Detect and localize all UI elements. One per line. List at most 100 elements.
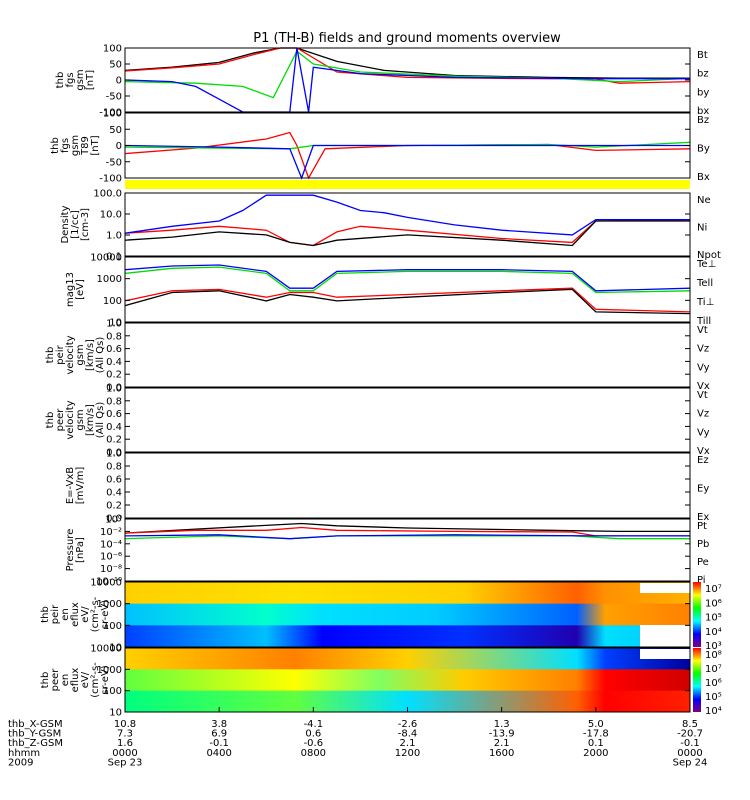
y-tick-label: 1000 bbox=[97, 665, 122, 676]
y-axis-label: Density [1/cc] [cm-3] bbox=[60, 205, 91, 243]
colorbar-label: 10⁴ bbox=[705, 627, 722, 638]
y-tick-label: 50 bbox=[109, 125, 122, 136]
y-label-line: velocity bbox=[65, 400, 76, 439]
spectrogram-band bbox=[125, 582, 690, 605]
y-tick-label: 50 bbox=[109, 60, 122, 71]
legend-Vy: Vy bbox=[697, 362, 710, 373]
y-label-line: thb bbox=[40, 672, 51, 689]
x-tick-label: 2.1 bbox=[494, 738, 510, 749]
legend-Te⊥: Te⊥ bbox=[696, 259, 716, 270]
x-tick-label: 1600 bbox=[489, 748, 514, 759]
y-tick-label: 10000 bbox=[90, 578, 122, 589]
y-tick-label: 100 bbox=[103, 109, 122, 120]
y-tick-label: 10000 bbox=[90, 253, 122, 264]
y-label-line: (All Qs) bbox=[95, 402, 106, 439]
y-tick-label: 0.6 bbox=[106, 344, 122, 355]
x-tick-label: -8.4 bbox=[398, 729, 418, 740]
legend-Pt: Pt bbox=[697, 521, 707, 532]
series-Te⊥ bbox=[124, 287, 691, 313]
x-row-label: hhmm bbox=[8, 748, 40, 759]
y-label-line: [km/s] bbox=[85, 339, 96, 371]
series-Ne bbox=[124, 218, 691, 247]
y-tick-label: 10⁻² bbox=[100, 527, 122, 538]
x-tick-label: 5.0 bbox=[588, 719, 604, 730]
series-Ni bbox=[124, 220, 690, 247]
y-label-line: eV/ bbox=[80, 671, 91, 688]
y-label-line: [1/cc] bbox=[70, 210, 81, 239]
series-by bbox=[124, 50, 691, 99]
legend-Ex: Ex bbox=[697, 512, 709, 523]
y-label-line: thb bbox=[55, 72, 66, 89]
series-Bt bbox=[124, 47, 690, 79]
legend-Pe: Pe bbox=[697, 557, 709, 568]
series-Ti⊥ bbox=[124, 264, 691, 292]
panel-frame bbox=[124, 581, 691, 648]
spectrogram-band bbox=[125, 603, 690, 626]
legend-Ez: Ez bbox=[697, 455, 709, 466]
y-tick-label: 10.0 bbox=[100, 210, 122, 221]
x-tick-label: 1200 bbox=[395, 748, 420, 759]
legend-Pi: Pi bbox=[697, 575, 706, 586]
legend-Vx: Vx bbox=[697, 381, 710, 392]
data-gap bbox=[640, 583, 690, 593]
legend-Vy: Vy bbox=[697, 427, 710, 438]
spectrogram-band bbox=[125, 690, 690, 713]
panel-frame bbox=[124, 47, 691, 113]
x-tick-label: 1.3 bbox=[494, 719, 510, 730]
x-tick-label: Sep 24 bbox=[673, 757, 708, 768]
x-tick-label: 0.6 bbox=[305, 729, 321, 740]
y-axis-label: thb fgs gsm [nT] bbox=[55, 69, 96, 90]
x-tick-label: 0400 bbox=[206, 748, 231, 759]
x-row-label: thb_Z-GSM bbox=[8, 738, 63, 749]
panel-frame bbox=[124, 192, 691, 257]
y-tick-label: 100 bbox=[103, 44, 122, 55]
x-tick-label: -0.1 bbox=[209, 738, 229, 749]
x-tick-label: -0.6 bbox=[304, 738, 324, 749]
y-tick-label: 0.6 bbox=[106, 475, 122, 486]
y-tick-label: 0.4 bbox=[106, 422, 122, 433]
x-axis-labels: thb_X-GSM 10.8 3.8 -4.1 -2.6 1.3 5.0 8.5 thb_Y-G… bbox=[8, 707, 707, 768]
legend-Vz: Vz bbox=[697, 409, 709, 420]
y-label-line: sr-eV) bbox=[100, 600, 111, 629]
x-row-label: thb_Y-GSM bbox=[8, 729, 61, 740]
y-tick-label: 10⁻⁶ bbox=[100, 552, 122, 563]
legend-Vt: Vt bbox=[697, 390, 708, 401]
x-tick-label: 1.6 bbox=[117, 738, 133, 749]
y-tick-label: -100 bbox=[99, 174, 122, 185]
series-bx bbox=[124, 47, 690, 113]
series-Bz bbox=[124, 131, 691, 180]
y-tick-label: 10 bbox=[109, 708, 122, 719]
series-Pb bbox=[124, 526, 690, 537]
y-label-line: (cm²-s- bbox=[90, 662, 101, 698]
y-label-line: [eV] bbox=[75, 279, 86, 300]
legend-Pb: Pb bbox=[697, 539, 709, 550]
y-label-line: thb bbox=[45, 412, 56, 429]
y-label-line: peer bbox=[50, 668, 61, 692]
spectrogram-band bbox=[125, 669, 690, 692]
y-label-line: eflux bbox=[70, 602, 81, 627]
y-label-line: fgs bbox=[65, 72, 76, 87]
x-row-label: thb_X-GSM bbox=[8, 719, 63, 730]
y-tick-label: 0.2 bbox=[106, 435, 122, 446]
y-label-line: thb bbox=[45, 347, 56, 364]
x-row-label: 2009 bbox=[8, 757, 33, 768]
colorbar-label: 10⁴ bbox=[705, 706, 722, 717]
x-tick-label: 2000 bbox=[583, 748, 608, 759]
y-tick-label: 100 bbox=[103, 686, 122, 697]
y-tick-label: -100 bbox=[99, 108, 122, 119]
legend-Ni: Ni bbox=[697, 223, 707, 234]
y-label-line: en bbox=[60, 608, 71, 621]
x-tick-label: 0.1 bbox=[588, 738, 604, 749]
series-Pt bbox=[124, 522, 690, 534]
series-bz bbox=[124, 47, 691, 84]
data-gap bbox=[640, 649, 690, 659]
y-tick-label: -50 bbox=[106, 92, 122, 103]
y-label-line: fgs bbox=[60, 138, 71, 153]
colorbar-label: 10⁶ bbox=[705, 678, 722, 689]
legend-Ti⊥: Ti⊥ bbox=[696, 297, 714, 308]
series-Bx bbox=[124, 144, 690, 180]
y-tick-label: 0.2 bbox=[106, 501, 122, 512]
y-tick-label: 10⁰ bbox=[105, 515, 122, 526]
legend-bz: bz bbox=[697, 69, 709, 80]
